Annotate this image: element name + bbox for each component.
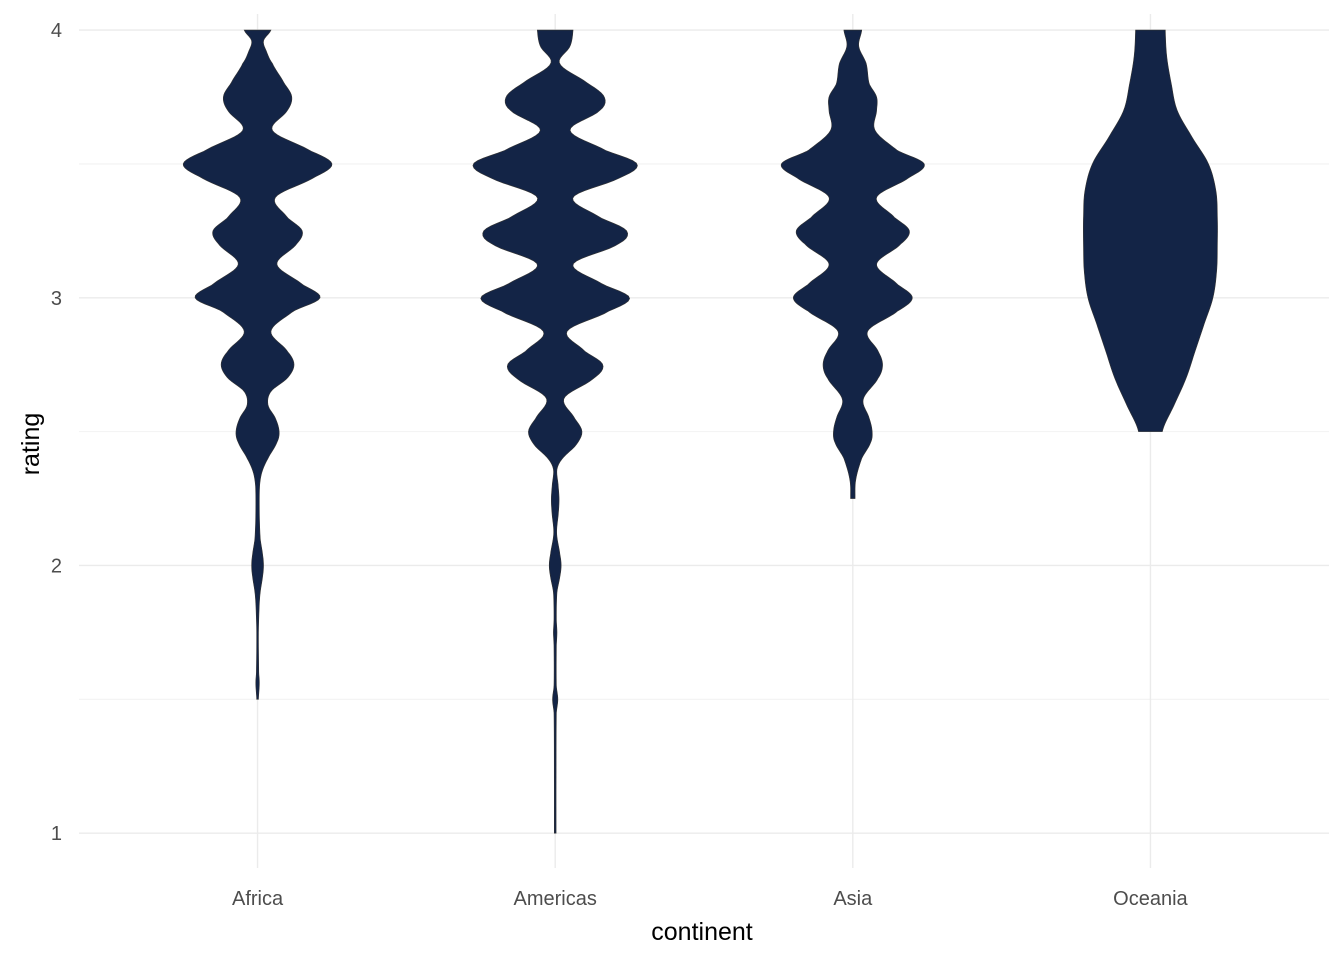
y-tick-label: 1 xyxy=(51,823,62,845)
y-axis-ticks: 1 2 3 4 xyxy=(51,20,62,845)
x-axis-ticks: Africa Americas Asia Oceania xyxy=(232,888,1189,910)
violins xyxy=(182,29,1218,834)
x-tick-label: Americas xyxy=(514,888,597,910)
violin-americas xyxy=(472,29,638,834)
x-tick-label: Africa xyxy=(232,888,284,910)
x-tick-label: Oceania xyxy=(1113,888,1188,910)
violin-asia xyxy=(780,29,925,499)
x-axis-title: continent xyxy=(651,918,753,946)
y-axis-title: rating xyxy=(17,413,45,476)
violin-oceania xyxy=(1083,29,1218,432)
y-tick-label: 3 xyxy=(51,288,62,310)
y-tick-label: 4 xyxy=(51,20,62,42)
x-tick-label: Asia xyxy=(833,888,873,910)
violin-africa xyxy=(182,29,333,700)
y-tick-label: 2 xyxy=(51,555,62,577)
